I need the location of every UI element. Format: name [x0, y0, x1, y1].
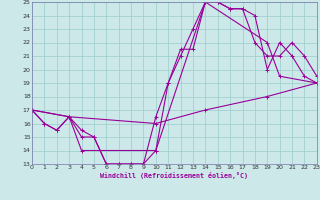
X-axis label: Windchill (Refroidissement éolien,°C): Windchill (Refroidissement éolien,°C): [100, 172, 248, 179]
